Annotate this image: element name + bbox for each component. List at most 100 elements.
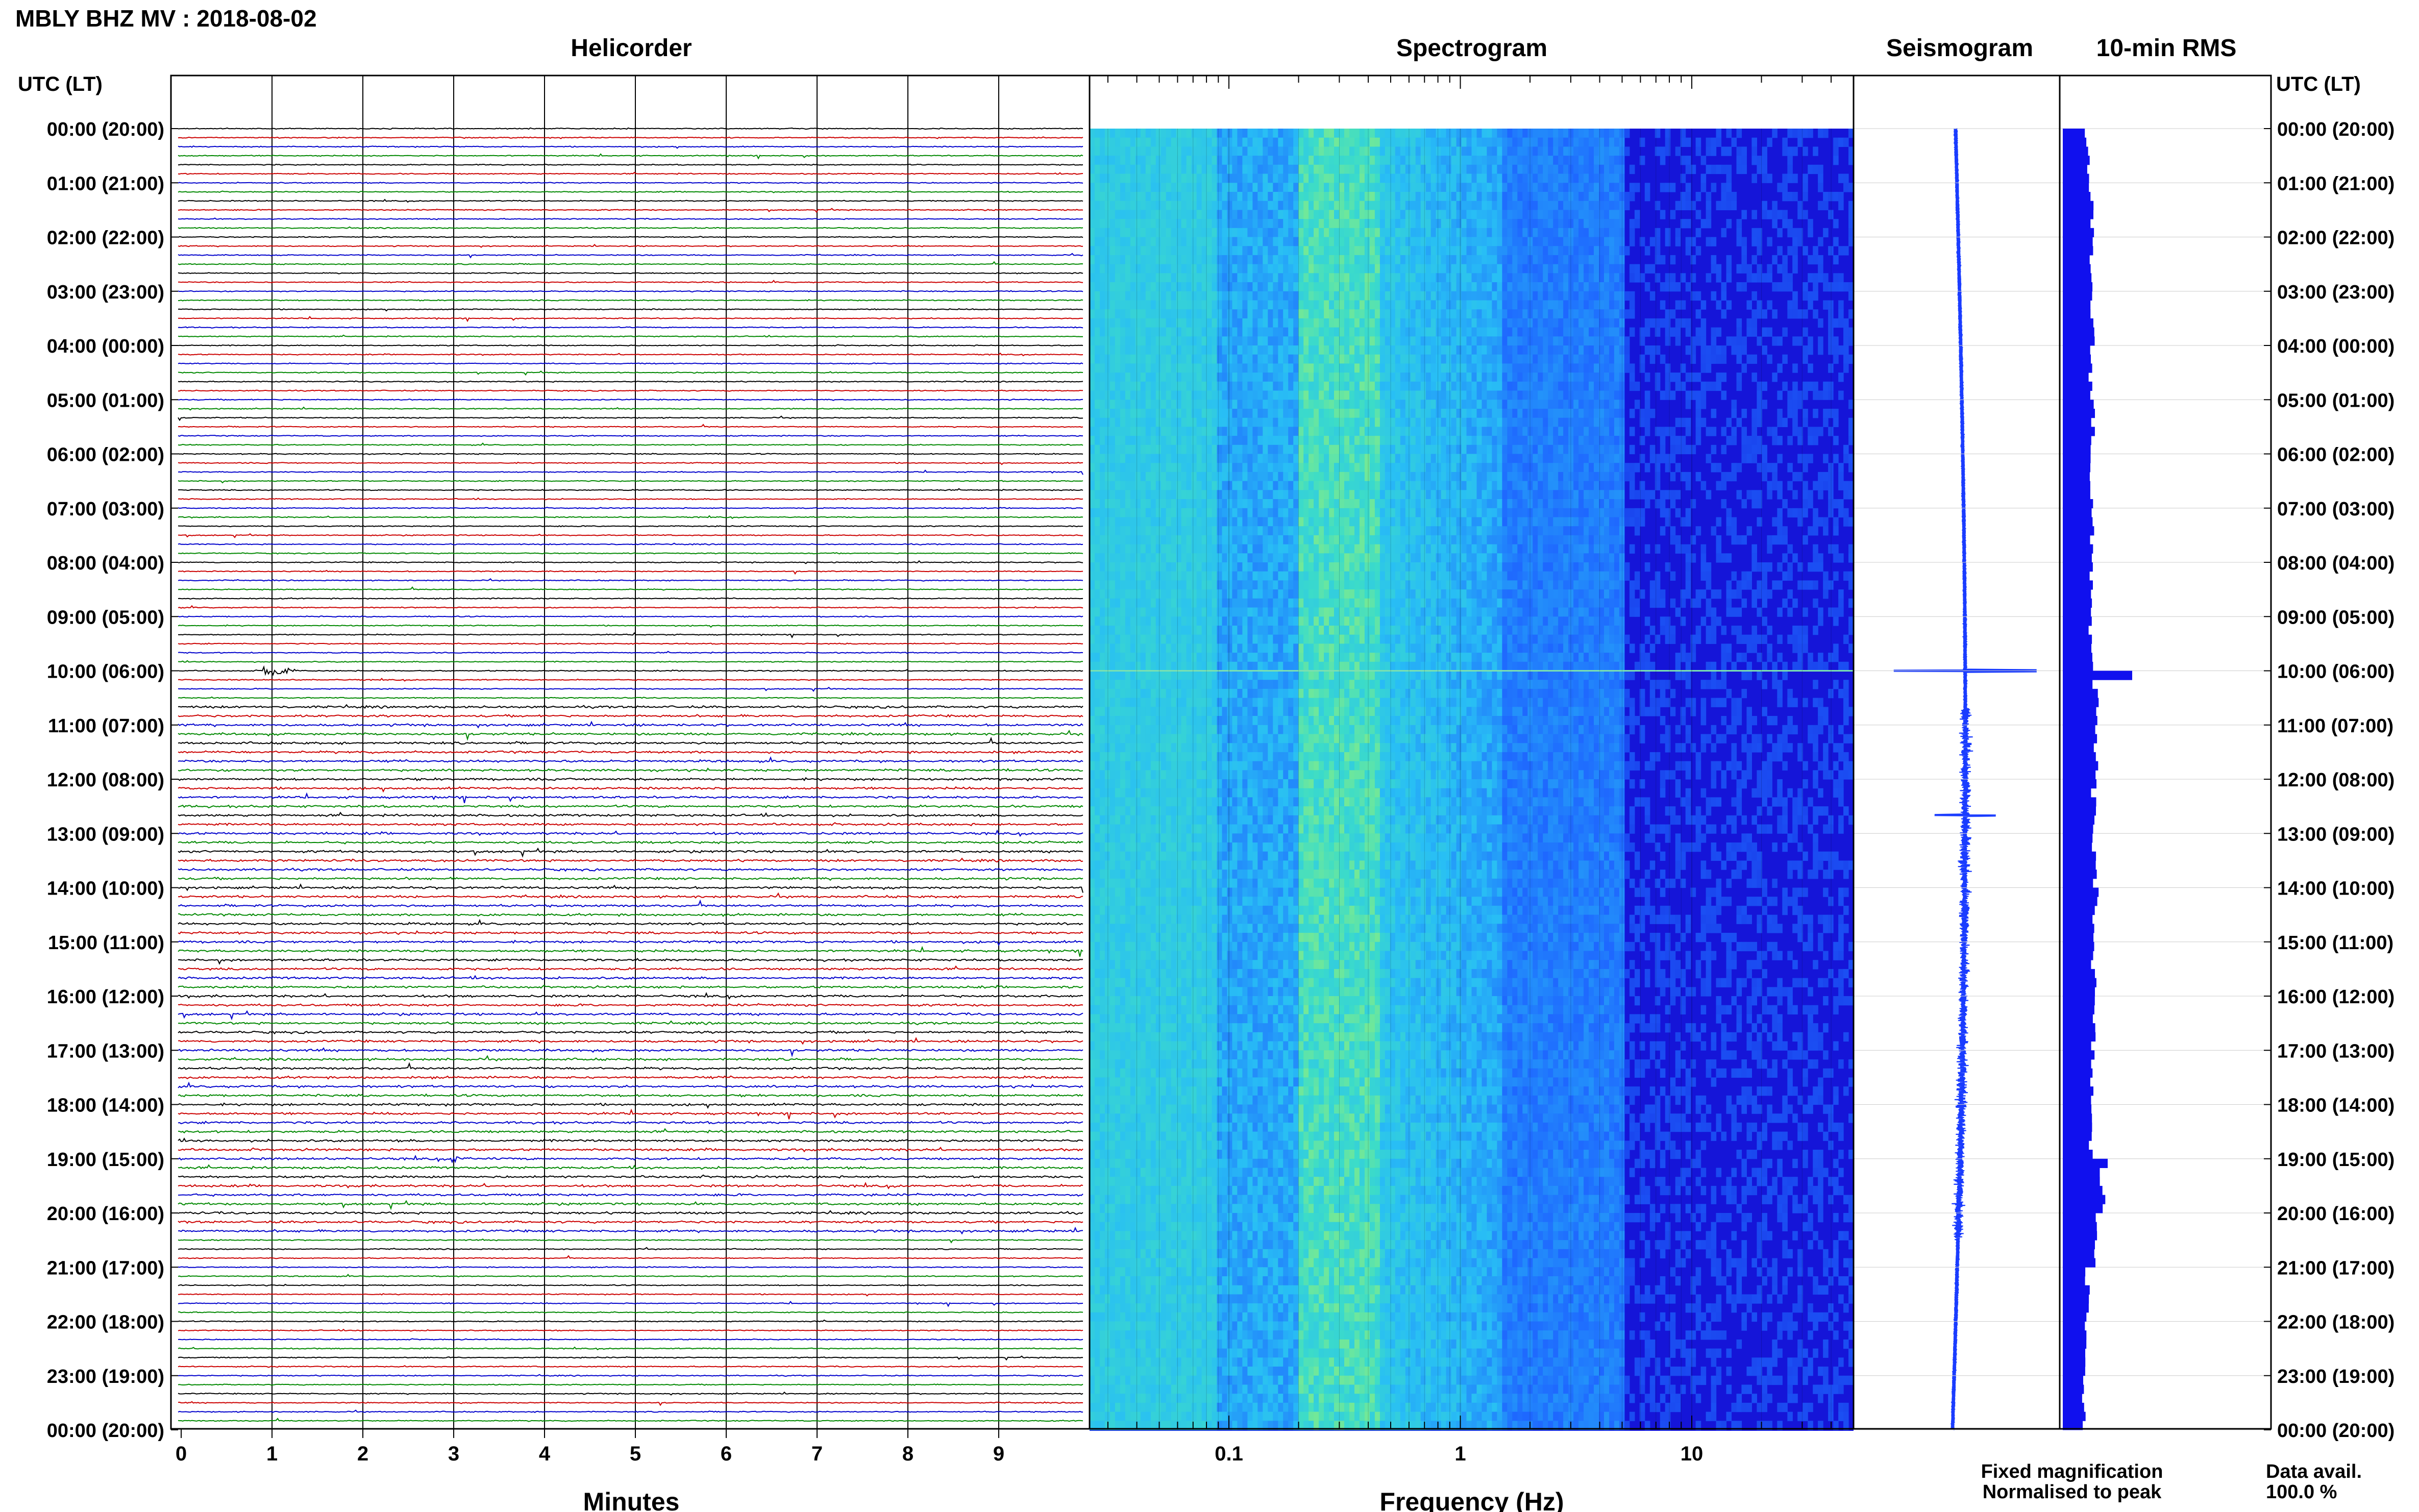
spectrogram-cell xyxy=(1247,472,1253,482)
spectrogram-cell xyxy=(1466,164,1472,175)
spectrogram-cell xyxy=(1283,345,1289,355)
spectrogram-cell xyxy=(1115,481,1121,490)
spectrogram-cell xyxy=(1400,336,1406,346)
spectrogram-cell xyxy=(1700,219,1707,229)
spectrogram-cell xyxy=(1217,463,1223,473)
spectrogram-cell xyxy=(1487,129,1492,138)
spectrogram-cell xyxy=(1599,318,1605,328)
spectrogram-cell xyxy=(1150,183,1156,192)
spectrogram-cell xyxy=(1329,192,1335,202)
spectrogram-cell xyxy=(1400,201,1406,210)
spectrogram-cell xyxy=(1201,454,1207,463)
spectrogram-cell xyxy=(1476,219,1483,229)
spectrogram-cell xyxy=(1109,454,1116,463)
spectrogram-cell xyxy=(1782,354,1788,364)
spectrogram-cell xyxy=(1145,381,1151,391)
spectrogram-cell xyxy=(1604,373,1610,382)
spectrogram-cell xyxy=(1711,381,1717,391)
spectrogram-cell xyxy=(1186,318,1192,328)
spectrogram-cell xyxy=(1181,463,1187,473)
spectrogram-cell xyxy=(1329,137,1335,147)
spectrogram-cell xyxy=(1166,210,1172,219)
spectrogram-cell xyxy=(1782,282,1788,292)
spectrogram-cell xyxy=(1584,318,1589,328)
spectrogram-cell xyxy=(1125,472,1131,482)
spectrogram-cell xyxy=(1456,264,1462,274)
spectrogram-cell xyxy=(1553,444,1559,455)
spectrogram-cell xyxy=(1527,137,1533,147)
spectrogram-cell xyxy=(1553,436,1559,445)
helicorder-trace xyxy=(178,586,1083,591)
spectrogram-cell xyxy=(1543,237,1548,246)
spectrogram-cell xyxy=(1349,137,1355,147)
spectrogram-cell xyxy=(1507,137,1513,147)
spectrogram-cell xyxy=(1522,390,1528,400)
spectrogram-cell xyxy=(1430,173,1437,183)
spectrogram-cell xyxy=(1512,345,1518,355)
spectrogram-cell xyxy=(1492,246,1497,256)
spectrogram-cell xyxy=(1115,454,1121,463)
spectrogram-cell xyxy=(1461,210,1467,219)
spectrogram-cell xyxy=(1161,201,1167,210)
spectrogram-cell xyxy=(1232,463,1238,473)
spectrogram-cell xyxy=(1619,427,1625,436)
spectrogram-cell xyxy=(1319,264,1324,274)
spectrogram-cell xyxy=(1563,282,1569,292)
spectrogram-cell xyxy=(1629,327,1635,337)
spectrogram-cell xyxy=(1685,246,1691,256)
spectrogram-cell xyxy=(1777,409,1783,418)
spectrogram-cell xyxy=(1823,282,1829,292)
spectrogram-cell xyxy=(1206,318,1213,328)
spectrogram-cell xyxy=(1247,309,1253,319)
spectrogram-cell xyxy=(1553,173,1559,183)
spectrogram-cell xyxy=(1257,246,1263,256)
spectrogram-cell xyxy=(1466,381,1472,391)
spectrogram-cell xyxy=(1436,137,1442,147)
spectrogram-cell xyxy=(1624,472,1630,482)
spectrogram-cell xyxy=(1522,264,1528,274)
spectrogram-cell xyxy=(1609,390,1615,400)
spectrogram-cell xyxy=(1278,345,1283,355)
spectrogram-cell xyxy=(1324,427,1329,436)
spectrogram-cell xyxy=(1095,417,1100,427)
spectrogram-cell xyxy=(1614,327,1620,337)
spectrogram-cell xyxy=(1665,237,1671,246)
spectrogram-cell xyxy=(1619,472,1625,482)
spectrogram-cell xyxy=(1324,183,1329,192)
spectrogram-cell xyxy=(1599,282,1605,292)
spectrogram-cell xyxy=(1390,237,1396,246)
spectrogram-cell xyxy=(1309,400,1314,409)
spectrogram-cell xyxy=(1120,146,1126,156)
spectrogram-cell xyxy=(1212,373,1218,382)
spectrogram-cell xyxy=(1522,327,1528,337)
spectrogram-cell xyxy=(1090,481,1095,490)
spectrogram-cell xyxy=(1095,237,1100,246)
spectrogram-cell xyxy=(1843,363,1849,373)
spectrogram-cell xyxy=(1309,427,1314,436)
spectrogram-cell xyxy=(1100,282,1105,292)
spectrogram-cell xyxy=(1527,472,1533,482)
spectrogram-cell xyxy=(1675,237,1681,246)
spectrogram-cell xyxy=(1196,300,1202,310)
spectrogram-cell xyxy=(1115,354,1121,364)
spectrogram-cell xyxy=(1675,282,1681,292)
spectrogram-cell xyxy=(1283,129,1289,138)
spectrogram-cell xyxy=(1614,363,1620,373)
spectrogram-cell xyxy=(1400,363,1406,373)
spectrogram-cell xyxy=(1227,373,1233,382)
spectrogram-cell xyxy=(1420,228,1426,238)
spectrogram-cell xyxy=(1436,264,1442,274)
spectrogram-cell xyxy=(1354,363,1360,373)
spectrogram-cell xyxy=(1568,309,1574,319)
spectrogram-cell xyxy=(1252,481,1258,490)
spectrogram-cell xyxy=(1130,373,1136,382)
spectrogram-cell xyxy=(1548,219,1553,229)
spectrogram-cell xyxy=(1614,381,1620,391)
spectrogram-cell xyxy=(1476,427,1483,436)
spectrogram-cell xyxy=(1533,300,1538,310)
spectrogram-cell xyxy=(1120,156,1126,165)
spectrogram-cell xyxy=(1594,219,1599,229)
spectrogram-cell xyxy=(1594,345,1599,355)
spectrogram-cell xyxy=(1614,436,1620,445)
spectrogram-cell xyxy=(1090,444,1095,455)
